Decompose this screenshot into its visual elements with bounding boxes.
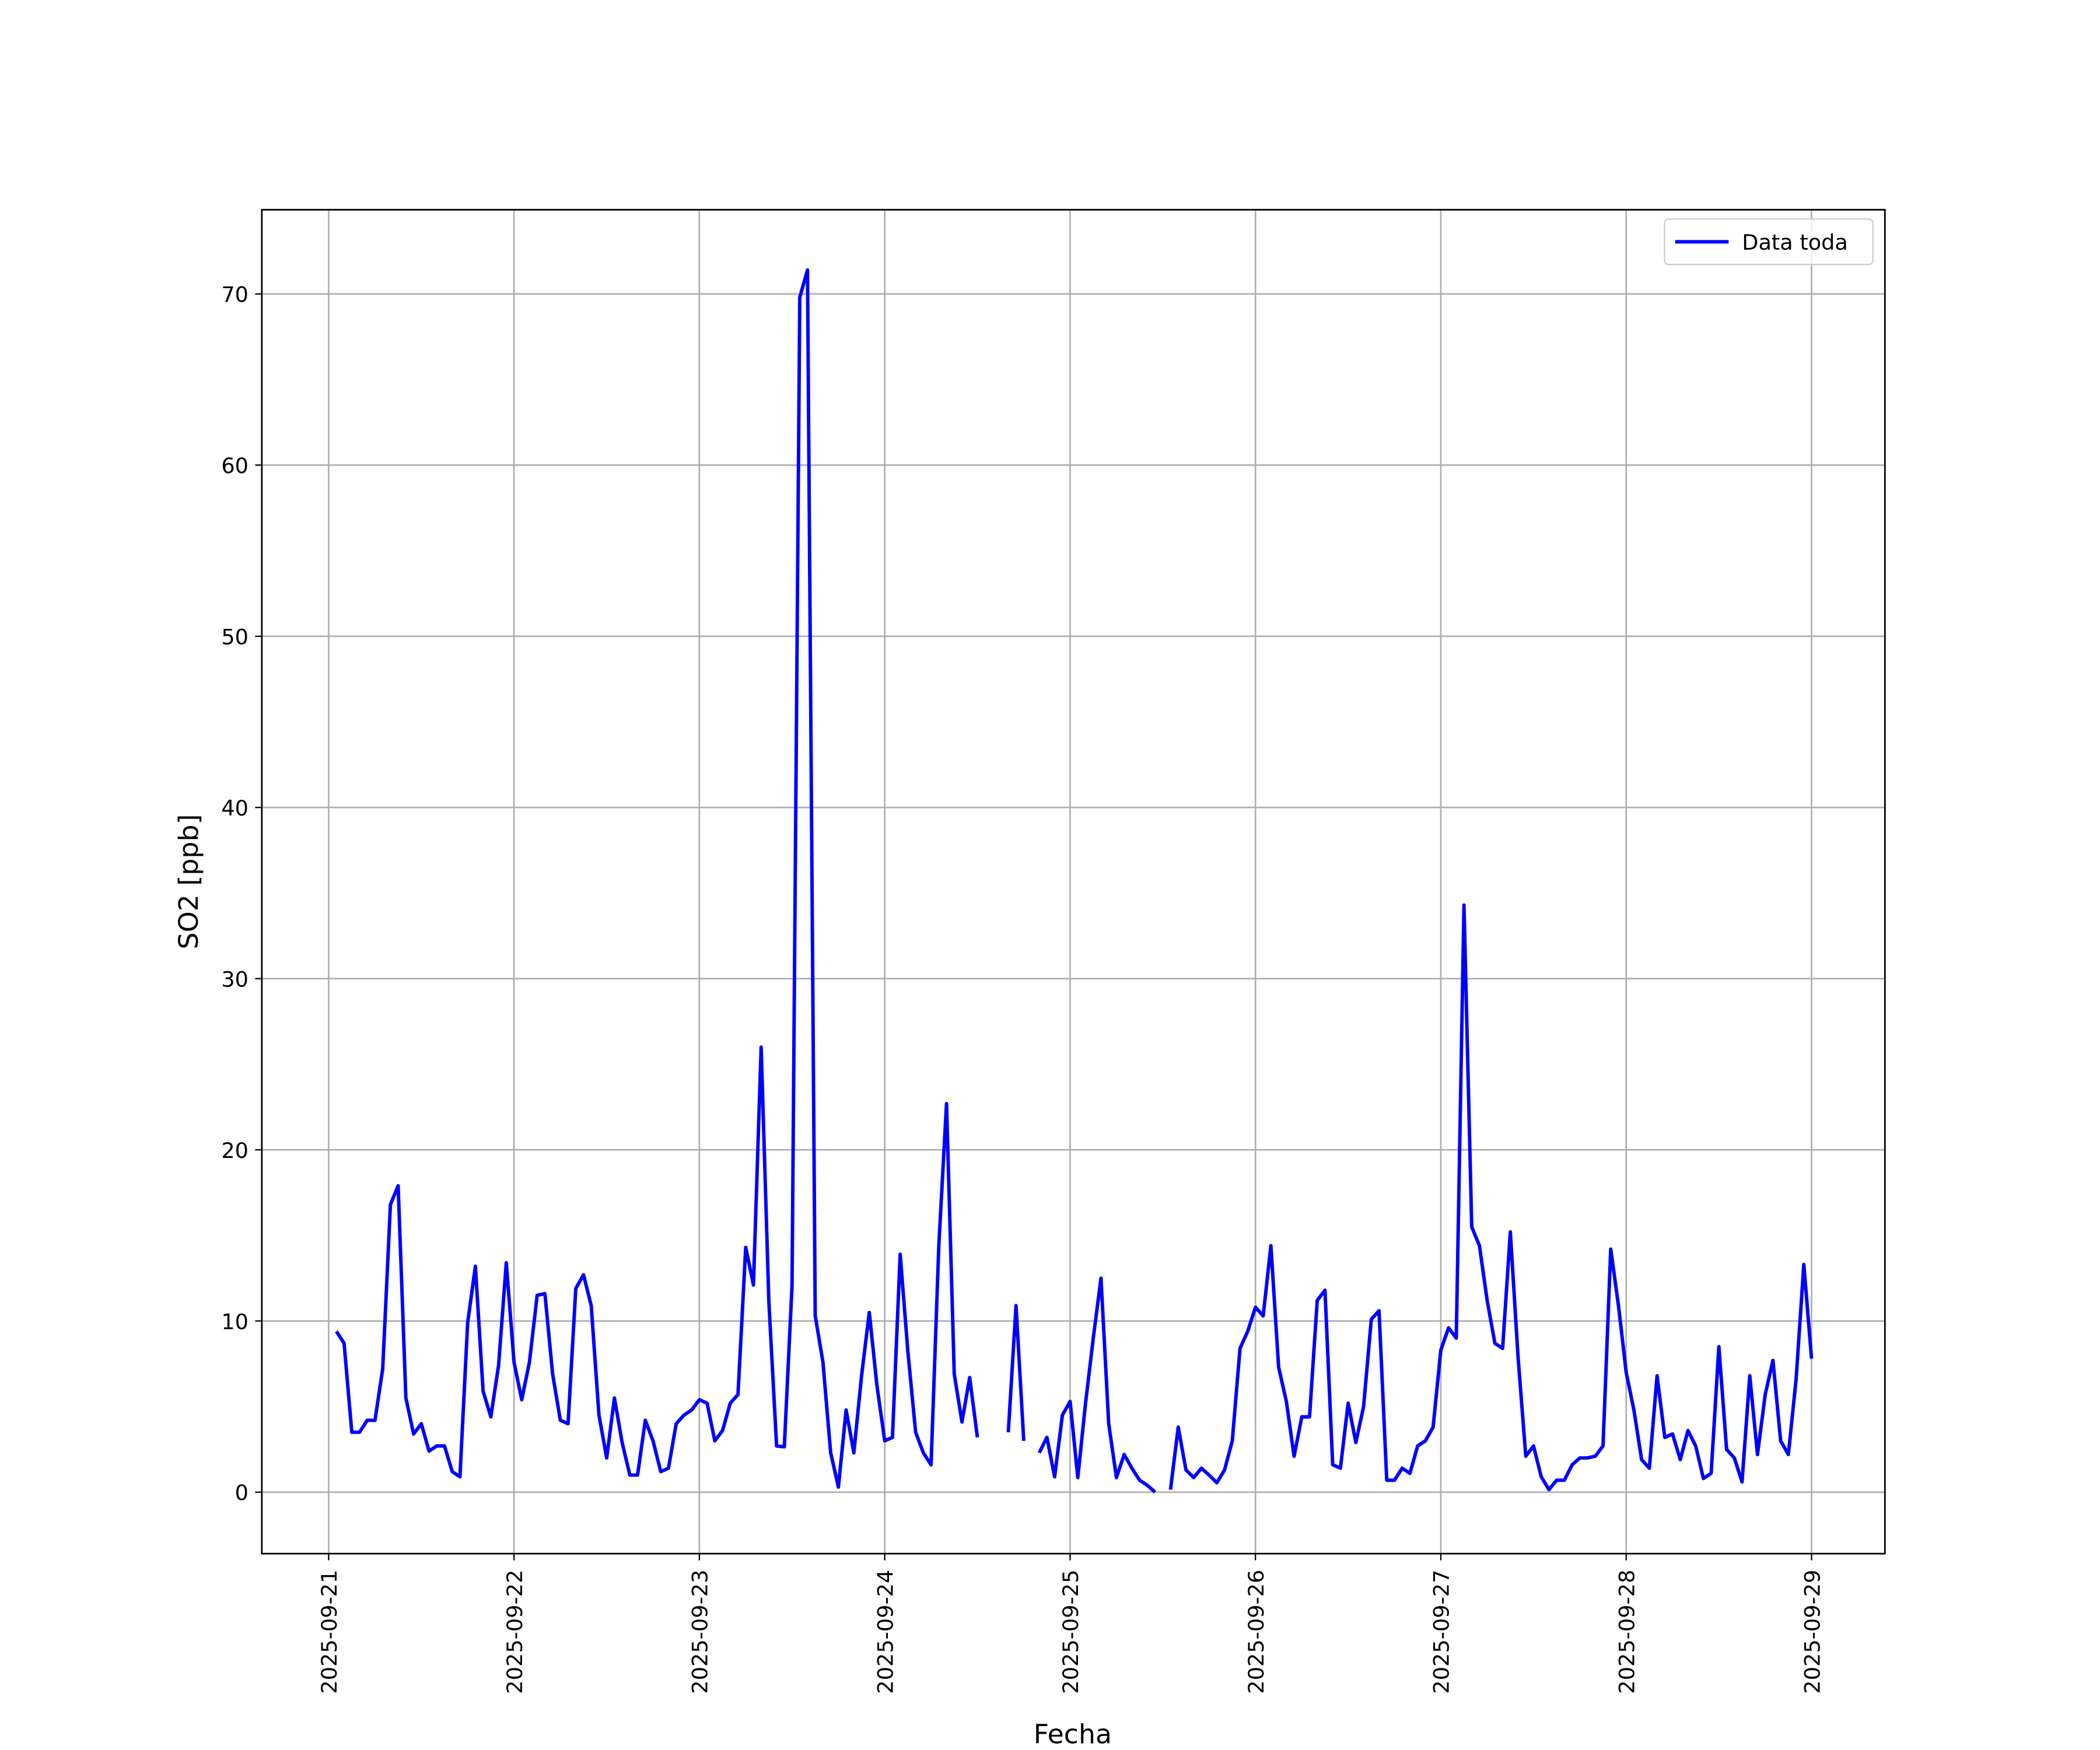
y-tick-label: 70 — [221, 282, 249, 307]
x-tick-label: 2025-09-25 — [1058, 1570, 1083, 1694]
y-tick-label: 10 — [221, 1309, 249, 1334]
y-tick-label: 20 — [221, 1138, 249, 1163]
y-tick-label: 0 — [235, 1480, 249, 1506]
legend-box — [1664, 218, 1874, 265]
x-tick-label: 2025-09-21 — [317, 1570, 342, 1694]
x-tick-label: 2025-09-22 — [502, 1570, 527, 1694]
y-tick-label: 40 — [221, 796, 249, 821]
legend: Data toda — [1664, 218, 1874, 265]
plot-frame — [261, 209, 1886, 1555]
x-tick-label: 2025-09-27 — [1429, 1570, 1454, 1694]
x-axis-label: Fecha — [1034, 1718, 1112, 1750]
y-tick-label: 60 — [221, 453, 249, 478]
x-tick-label: 2025-09-28 — [1614, 1570, 1639, 1694]
legend-label: Data toda — [1742, 230, 1848, 255]
y-tick-label: 30 — [221, 967, 249, 992]
x-tick-label: 2025-09-24 — [873, 1570, 898, 1694]
x-tick-label: 2025-09-29 — [1800, 1570, 1825, 1694]
y-tick-label: 50 — [221, 625, 249, 650]
x-tick-label: 2025-09-26 — [1244, 1570, 1269, 1694]
data-line — [335, 268, 1814, 1494]
x-tick-label: 2025-09-23 — [688, 1570, 713, 1694]
y-axis-label: SO2 [ppb] — [173, 814, 204, 950]
